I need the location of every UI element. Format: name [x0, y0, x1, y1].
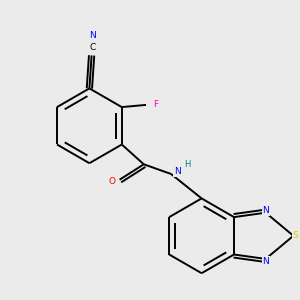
Text: H: H: [184, 160, 190, 169]
Text: F: F: [153, 100, 158, 109]
Text: N: N: [262, 206, 269, 215]
Text: N: N: [262, 256, 269, 266]
Text: N: N: [174, 167, 181, 176]
Text: C: C: [90, 43, 96, 52]
Text: N: N: [89, 31, 96, 40]
Text: O: O: [108, 177, 115, 186]
Text: S: S: [293, 231, 298, 240]
